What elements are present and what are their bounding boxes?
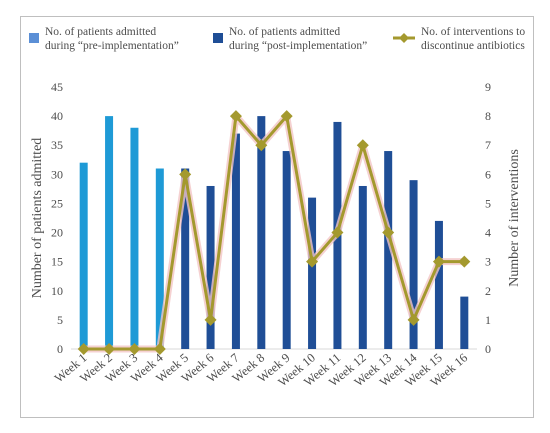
bar-post-implementation <box>206 185 215 349</box>
y-left-tick-label: 10 <box>51 284 63 298</box>
y-right-tick-label: 1 <box>485 313 491 327</box>
y-left-tick-label: 15 <box>51 255 63 269</box>
interventions-marker <box>331 226 344 239</box>
interventions-marker <box>407 313 420 326</box>
interventions-marker <box>255 139 268 152</box>
interventions-marker <box>306 255 319 268</box>
y-left-tick-label: 0 <box>57 342 63 356</box>
bar-post-implementation <box>409 180 418 349</box>
legend-swatch <box>29 33 39 43</box>
interventions-marker <box>128 343 141 355</box>
y-left-axis-title: Number of patients admitted <box>30 138 45 299</box>
y-left-tick-label: 35 <box>51 138 63 152</box>
interventions-marker <box>280 110 293 123</box>
legend-label: No. of patients admitted <box>45 26 156 38</box>
bar-pre-implementation <box>130 127 139 349</box>
bar-post-implementation <box>460 296 469 349</box>
legend-label: during “pre-implementation” <box>45 40 179 52</box>
legend-label: discontinue antibiotics <box>421 40 525 52</box>
legend-label: No. of interventions to <box>421 26 525 38</box>
interventions-marker <box>153 343 166 355</box>
y-right-tick-label: 3 <box>485 255 491 269</box>
legend-marker-swatch <box>399 33 409 43</box>
y-left-tick-label: 45 <box>51 80 63 94</box>
interventions-marker <box>458 255 471 268</box>
legend-label: during “post-implementation” <box>229 40 367 52</box>
bar-post-implementation <box>384 151 393 349</box>
interventions-line-glow <box>80 112 468 353</box>
y-left-tick-label: 25 <box>51 196 63 210</box>
interventions-line <box>83 114 465 351</box>
y-left-tick-label: 30 <box>51 167 63 181</box>
bar-pre-implementation <box>79 162 88 349</box>
y-right-tick-label: 6 <box>485 167 491 181</box>
y-left-tick-label: 40 <box>51 109 63 123</box>
y-right-axis-title: Number of interventions <box>507 149 522 287</box>
legend-label: No. of patients admitted <box>229 26 340 38</box>
bar-pre-implementation <box>155 168 164 349</box>
interventions-marker <box>204 313 217 326</box>
interventions-marker <box>356 139 369 152</box>
y-right-tick-label: 0 <box>485 342 491 356</box>
bar-post-implementation <box>181 168 190 349</box>
y-right-tick-label: 9 <box>485 80 491 94</box>
interventions-marker <box>103 343 116 355</box>
legend-swatch <box>213 33 223 43</box>
y-right-tick-label: 8 <box>485 109 491 123</box>
interventions-marker <box>179 168 192 181</box>
bar-post-implementation <box>231 133 240 349</box>
bar-post-implementation <box>358 185 367 349</box>
chart: No. of patients admitted during “pre-impl… <box>29 26 525 389</box>
y-left-tick-label: 5 <box>57 313 63 327</box>
y-left-tick-label: 20 <box>51 226 63 240</box>
bar-post-implementation <box>257 116 266 349</box>
bar-post-implementation <box>282 151 291 349</box>
y-right-tick-label: 2 <box>485 284 491 298</box>
bar-post-implementation <box>308 197 317 349</box>
interventions-marker <box>77 343 90 355</box>
interventions-marker <box>229 110 242 123</box>
bar-pre-implementation <box>105 116 114 349</box>
interventions-marker <box>382 226 395 239</box>
interventions-marker <box>432 255 445 268</box>
bar-post-implementation <box>434 220 443 349</box>
y-right-tick-label: 5 <box>485 196 491 210</box>
y-right-tick-label: 7 <box>485 138 491 152</box>
y-right-tick-label: 4 <box>485 226 491 240</box>
chart-frame: No. of patients admitted during “pre-impl… <box>20 16 534 418</box>
